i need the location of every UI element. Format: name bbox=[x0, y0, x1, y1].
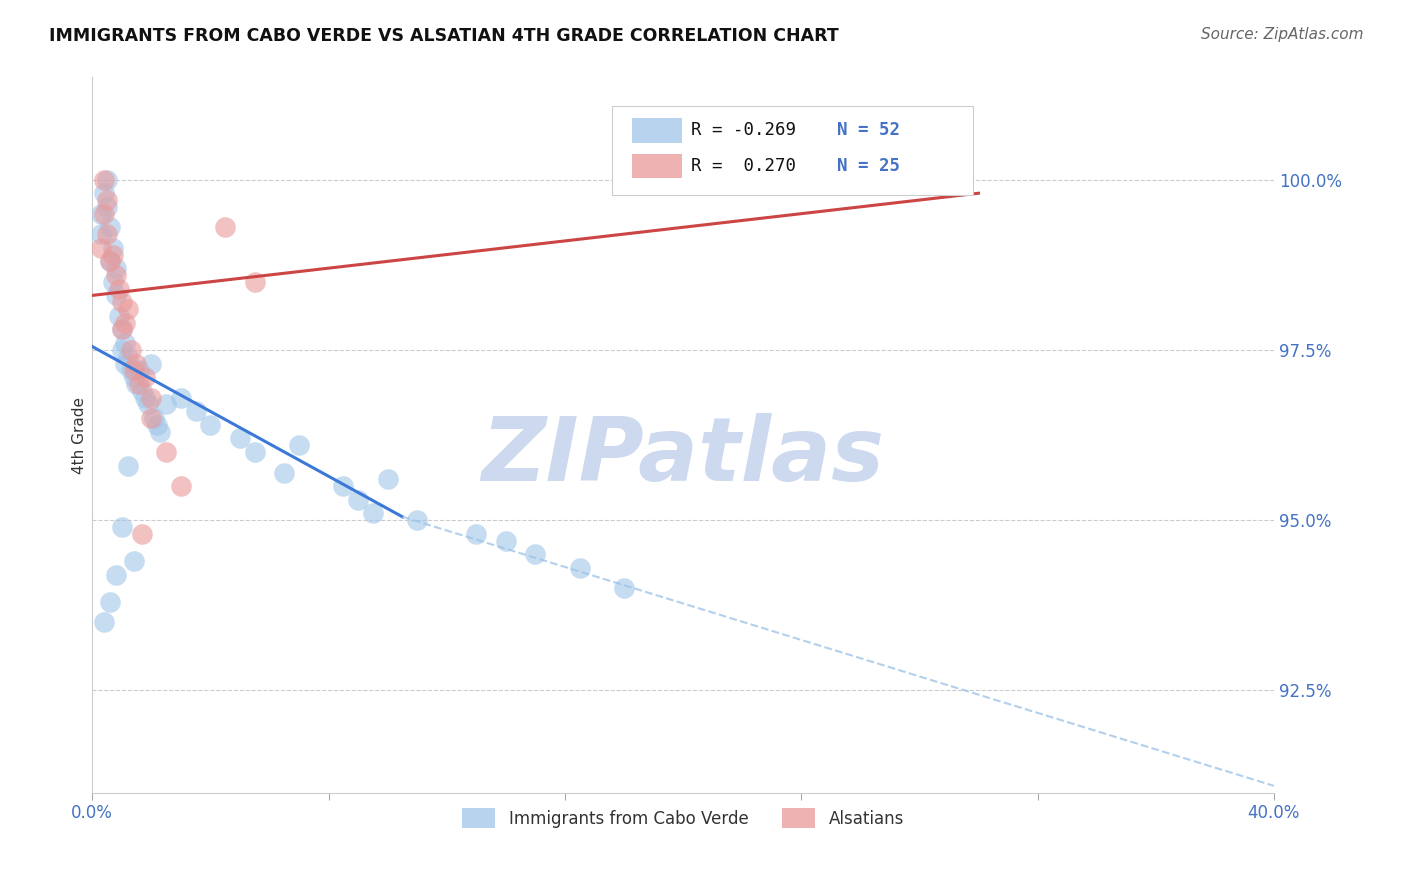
Point bbox=[243, 275, 266, 289]
Point bbox=[243, 445, 266, 459]
Point bbox=[114, 336, 136, 351]
Point bbox=[120, 343, 142, 357]
Point bbox=[122, 363, 145, 377]
Point bbox=[114, 316, 136, 330]
Point bbox=[101, 247, 124, 261]
Point bbox=[406, 513, 429, 527]
Point bbox=[170, 391, 193, 405]
Point bbox=[613, 582, 636, 596]
FancyBboxPatch shape bbox=[612, 106, 973, 195]
Point bbox=[111, 520, 134, 534]
Text: N = 25: N = 25 bbox=[837, 157, 900, 175]
Point bbox=[155, 397, 177, 411]
Point bbox=[96, 172, 118, 186]
Point bbox=[104, 268, 127, 282]
Point bbox=[141, 391, 163, 405]
Point bbox=[134, 391, 156, 405]
Point bbox=[131, 384, 153, 398]
Text: Source: ZipAtlas.com: Source: ZipAtlas.com bbox=[1201, 27, 1364, 42]
Point bbox=[101, 275, 124, 289]
Point bbox=[98, 220, 121, 235]
Point bbox=[125, 376, 148, 391]
FancyBboxPatch shape bbox=[633, 154, 682, 178]
Point bbox=[104, 288, 127, 302]
Point bbox=[104, 261, 127, 276]
Point bbox=[93, 186, 115, 201]
Point bbox=[465, 526, 488, 541]
Text: IMMIGRANTS FROM CABO VERDE VS ALSATIAN 4TH GRADE CORRELATION CHART: IMMIGRANTS FROM CABO VERDE VS ALSATIAN 4… bbox=[49, 27, 839, 45]
Point bbox=[143, 411, 166, 425]
Point bbox=[93, 172, 115, 186]
Point bbox=[136, 397, 159, 411]
Point bbox=[288, 438, 311, 452]
Point bbox=[117, 301, 139, 316]
Point bbox=[141, 357, 163, 371]
Point bbox=[93, 207, 115, 221]
Legend: Immigrants from Cabo Verde, Alsatians: Immigrants from Cabo Verde, Alsatians bbox=[456, 802, 911, 834]
Point bbox=[170, 479, 193, 493]
FancyBboxPatch shape bbox=[633, 119, 682, 143]
Point bbox=[107, 309, 129, 323]
Point bbox=[131, 526, 153, 541]
Point bbox=[377, 472, 399, 486]
Point bbox=[117, 350, 139, 364]
Point bbox=[107, 282, 129, 296]
Point bbox=[111, 322, 134, 336]
Point bbox=[495, 533, 517, 548]
Text: R =  0.270: R = 0.270 bbox=[692, 157, 796, 175]
Point bbox=[90, 241, 112, 255]
Point bbox=[134, 370, 156, 384]
Point bbox=[122, 554, 145, 568]
Point bbox=[104, 567, 127, 582]
Point bbox=[229, 432, 252, 446]
Point bbox=[98, 595, 121, 609]
Point bbox=[114, 357, 136, 371]
Point bbox=[117, 458, 139, 473]
Point bbox=[214, 220, 236, 235]
Point bbox=[98, 254, 121, 268]
Point bbox=[101, 241, 124, 255]
Point bbox=[524, 547, 547, 561]
Point bbox=[111, 343, 134, 357]
Point bbox=[96, 200, 118, 214]
Point bbox=[184, 404, 207, 418]
Point bbox=[273, 466, 295, 480]
Point bbox=[332, 479, 354, 493]
Point bbox=[128, 376, 150, 391]
Text: R = -0.269: R = -0.269 bbox=[692, 121, 796, 139]
Point bbox=[98, 254, 121, 268]
Point bbox=[155, 445, 177, 459]
Point bbox=[347, 492, 370, 507]
Point bbox=[90, 207, 112, 221]
Point bbox=[149, 425, 172, 439]
Y-axis label: 4th Grade: 4th Grade bbox=[72, 397, 87, 474]
Text: ZIPatlas: ZIPatlas bbox=[481, 413, 884, 500]
Point bbox=[361, 507, 384, 521]
Point bbox=[128, 363, 150, 377]
Point bbox=[200, 417, 222, 432]
Point bbox=[96, 193, 118, 207]
Point bbox=[93, 615, 115, 630]
Point bbox=[568, 561, 591, 575]
Point bbox=[111, 295, 134, 310]
Point bbox=[90, 227, 112, 241]
Text: N = 52: N = 52 bbox=[837, 121, 900, 139]
Point bbox=[96, 227, 118, 241]
Point bbox=[122, 370, 145, 384]
Point bbox=[146, 417, 169, 432]
Point bbox=[120, 363, 142, 377]
Point bbox=[125, 357, 148, 371]
Point bbox=[141, 411, 163, 425]
Point bbox=[111, 322, 134, 336]
